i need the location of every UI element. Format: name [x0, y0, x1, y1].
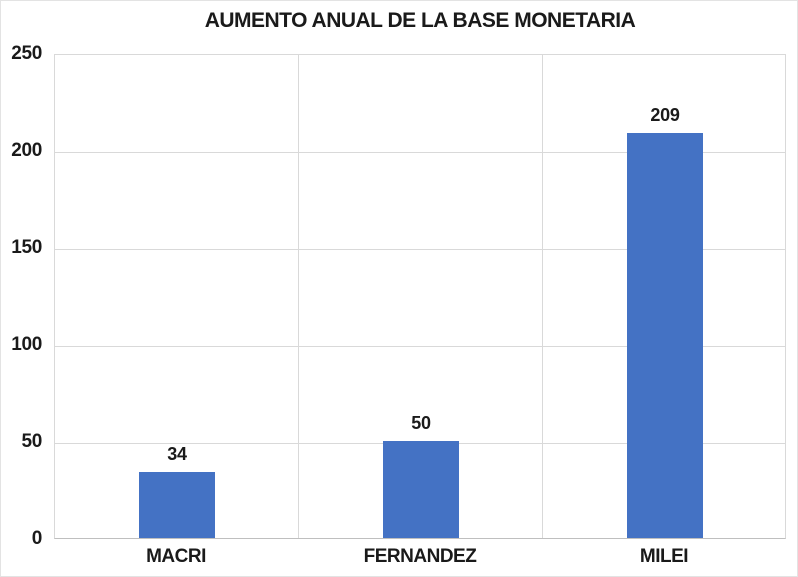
category-label: MILEI [639, 546, 689, 567]
bar-fernandez [383, 441, 459, 538]
y-tick-label: 0 [31, 528, 43, 549]
gridline-horizontal [55, 152, 785, 153]
y-tick-label: 200 [11, 140, 42, 161]
bar-macri [139, 472, 215, 538]
y-tick-label: 150 [11, 237, 42, 258]
y-tick-label: 50 [21, 431, 42, 452]
bar-value-label: 34 [167, 444, 187, 465]
plot-area: 34 50 209 [54, 54, 786, 539]
gridline-vertical [298, 55, 300, 538]
gridline-horizontal [55, 249, 785, 250]
chart-title: AUMENTO ANUAL DE LA BASE MONETARIA [204, 9, 636, 32]
category-label: MACRI [146, 546, 206, 567]
y-tick-label: 250 [11, 43, 42, 64]
bar-milei [627, 132, 703, 538]
y-tick-label: 100 [11, 334, 42, 355]
gridline-vertical [541, 55, 543, 538]
category-label: FERNANDEZ [363, 546, 477, 567]
bar-value-label: 50 [411, 413, 431, 433]
y-axis: 0 50 100 150 200 250 [1, 43, 45, 549]
x-axis: MACRI FERNANDEZ MILEI [54, 546, 786, 570]
bar-value-label: 209 [650, 104, 680, 125]
gridline-horizontal [55, 346, 785, 347]
